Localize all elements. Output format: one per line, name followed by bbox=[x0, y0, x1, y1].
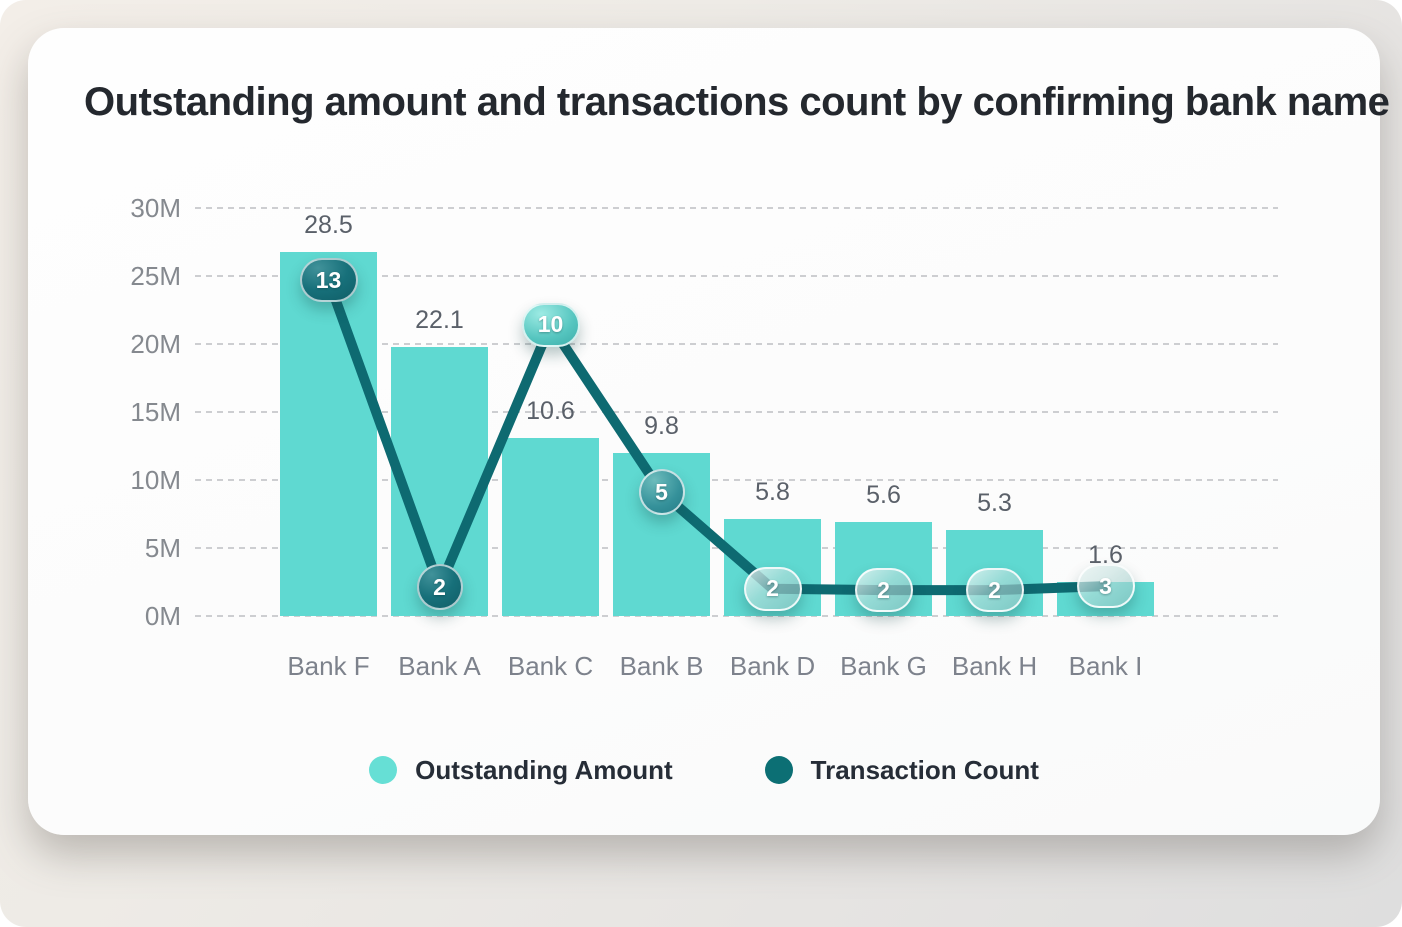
legend-dot-outstanding-amount bbox=[369, 756, 398, 784]
line-marker-bank-g[interactable]: 2 bbox=[854, 568, 913, 613]
y-axis-tick-30m: 30M bbox=[130, 193, 181, 223]
x-axis-label-bank-b: Bank B bbox=[619, 651, 704, 681]
gridline-10m bbox=[195, 479, 1278, 481]
legend-dot-transaction-count bbox=[764, 756, 793, 784]
bar-value-label-bank-c: 10.6 bbox=[526, 396, 575, 425]
line-marker-bank-i[interactable]: 3 bbox=[1076, 564, 1135, 609]
x-axis-label-bank-h: Bank H bbox=[951, 651, 1038, 681]
bar-value-label-bank-a: 22.1 bbox=[415, 305, 464, 334]
gridline-20m bbox=[195, 343, 1278, 345]
plot-area: 30M 25M 20M 15M 10M 5M 0M 13 2 10 5 2 2 2 3 28.5 22.1 1… bbox=[130, 193, 1278, 681]
y-axis-tick-25m: 25M bbox=[130, 261, 181, 291]
bar-value-label-bank-i: 1.6 bbox=[1088, 541, 1123, 569]
bar-value-label-bank-b: 9.8 bbox=[644, 411, 679, 440]
line-marker-bank-f[interactable]: 13 bbox=[299, 258, 358, 303]
line-marker-bank-b[interactable]: 5 bbox=[638, 469, 685, 516]
marker-count-value: 2 bbox=[988, 576, 1001, 603]
legend-item-outstanding-amount[interactable]: Outstanding Amount bbox=[369, 755, 673, 786]
gridline-15m bbox=[195, 411, 1278, 413]
line-marker-bank-c[interactable]: 10 bbox=[521, 302, 580, 347]
legend-item-transaction-count[interactable]: Transaction Count bbox=[764, 754, 1039, 786]
bar-bank-c[interactable] bbox=[502, 437, 599, 616]
gridline-0m bbox=[195, 615, 1278, 617]
x-axis-label-bank-c: Bank C bbox=[507, 651, 594, 681]
y-axis-tick-5m: 5M bbox=[144, 533, 181, 563]
x-axis-label-bank-a: Bank A bbox=[398, 651, 481, 681]
gridline-25m bbox=[195, 275, 1278, 277]
marker-count-value: 10 bbox=[537, 311, 564, 338]
legend-label: Outstanding Amount bbox=[415, 754, 673, 785]
marker-count-value: 2 bbox=[433, 573, 446, 600]
marker-count-value: 13 bbox=[315, 266, 342, 293]
line-marker-bank-h[interactable]: 2 bbox=[965, 568, 1024, 613]
x-axis-label-bank-d: Bank D bbox=[729, 651, 816, 681]
line-marker-bank-a[interactable]: 2 bbox=[416, 564, 463, 611]
marker-count-value: 2 bbox=[877, 576, 890, 603]
legend-label: Transaction Count bbox=[810, 754, 1039, 785]
marker-count-value: 2 bbox=[766, 575, 779, 602]
chart-legend: Outstanding Amount Transaction Count bbox=[28, 740, 1380, 800]
y-axis-tick-10m: 10M bbox=[130, 465, 181, 495]
chart-title: Outstanding amount and transactions coun… bbox=[84, 80, 1390, 124]
marker-count-value: 5 bbox=[655, 478, 668, 505]
x-axis-label-bank-g: Bank G bbox=[840, 651, 927, 681]
chart-card: Outstanding amount and transactions coun… bbox=[28, 28, 1390, 835]
bar-value-label-bank-d: 5.8 bbox=[755, 478, 790, 507]
x-axis-label-bank-f: Bank F bbox=[287, 651, 370, 681]
bar-value-label-bank-f: 28.5 bbox=[304, 210, 353, 239]
y-axis-tick-0m: 0M bbox=[144, 601, 181, 631]
y-axis-tick-15m: 15M bbox=[130, 397, 181, 427]
gridline-30m bbox=[195, 207, 1278, 209]
bar-value-label-bank-g: 5.6 bbox=[866, 481, 901, 510]
y-axis-tick-20m: 20M bbox=[130, 329, 181, 359]
bar-value-label-bank-h: 5.3 bbox=[977, 489, 1012, 518]
line-marker-bank-d[interactable]: 2 bbox=[743, 566, 802, 611]
x-axis-label-bank-i: Bank I bbox=[1068, 651, 1143, 681]
bar-bank-f[interactable] bbox=[280, 251, 377, 616]
marker-count-value: 3 bbox=[1099, 572, 1112, 599]
